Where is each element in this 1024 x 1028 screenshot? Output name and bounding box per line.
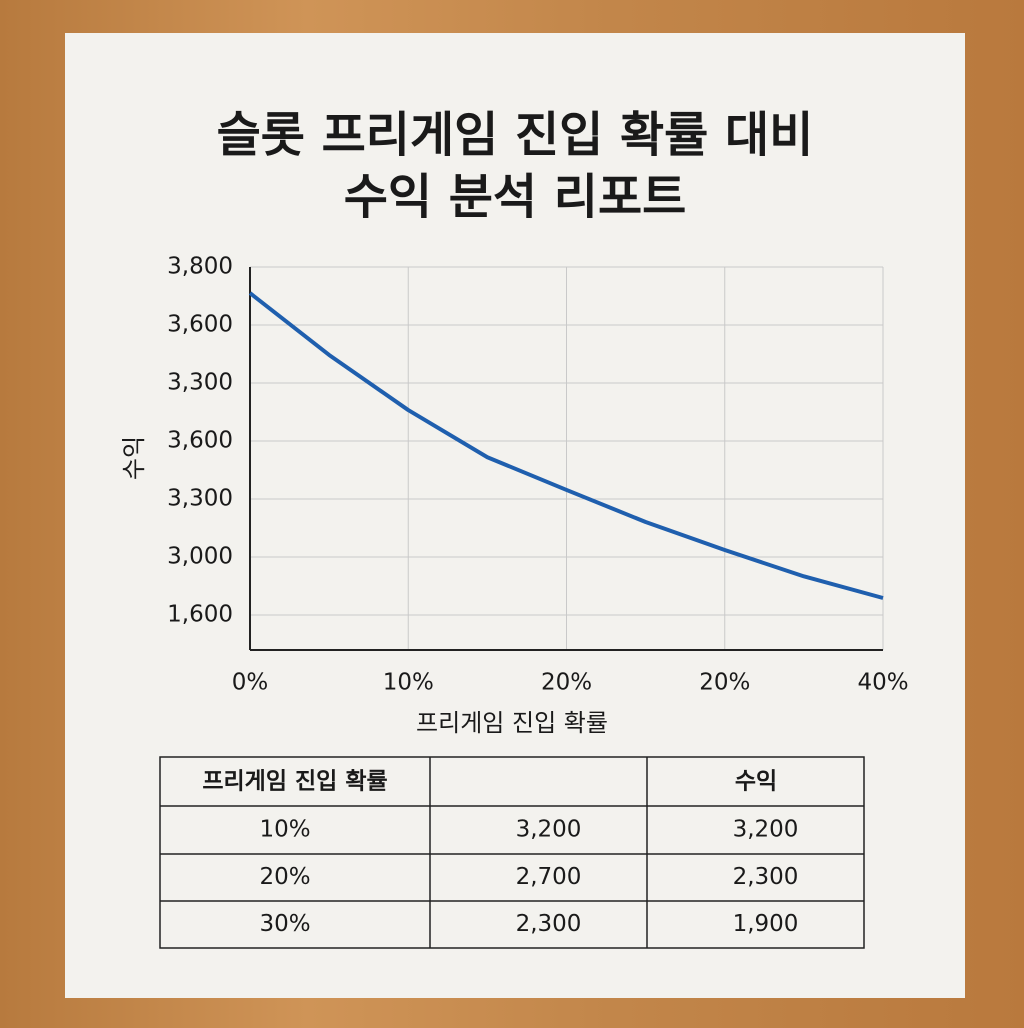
y-tick-label: 3,600: [167, 312, 233, 338]
y-tick-label: 1,600: [167, 602, 233, 628]
table-header: 수익: [735, 769, 777, 795]
table-cell: 2,700: [516, 864, 582, 890]
y-tick-label: 3,600: [167, 428, 233, 454]
table-border: [159, 756, 865, 949]
table-cell: 3,200: [733, 817, 799, 843]
y-axis-label: 수익: [120, 436, 148, 480]
y-tick-label: 3,300: [167, 370, 233, 396]
y-tick-label: 3,000: [167, 544, 233, 570]
title-line: 수익 분석 리포트: [344, 169, 687, 225]
x-tick-label: 20%: [541, 670, 592, 696]
paper: [65, 33, 965, 998]
y-tick-label: 3,800: [167, 254, 233, 280]
table-cell: 2,300: [516, 911, 582, 937]
table-cell: 20%: [259, 864, 310, 890]
title-line: 슬롯 프리게임 진입 확률 대비: [217, 107, 814, 163]
table-cell: 2,300: [733, 864, 799, 890]
table-cell: 30%: [259, 911, 310, 937]
line-series: [248, 291, 884, 600]
table-header: 프리게임 진입 확률: [202, 769, 387, 795]
x-tick-label: 10%: [383, 670, 434, 696]
table-cell: 1,900: [733, 911, 799, 937]
x-tick-label: 20%: [699, 670, 750, 696]
table: [159, 756, 865, 949]
x-tick-label: 40%: [857, 670, 908, 696]
x-axis-label: 프리게임 진입 확률: [416, 709, 608, 737]
y-tick-label: 3,300: [167, 486, 233, 512]
table-cell: 3,200: [516, 817, 582, 843]
x-tick-label: 0%: [232, 670, 269, 696]
table-cell: 10%: [259, 817, 310, 843]
